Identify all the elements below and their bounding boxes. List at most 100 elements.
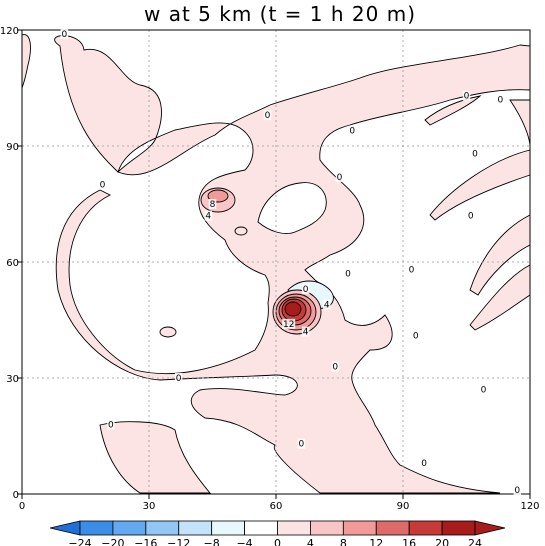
contour-label-bg (462, 90, 471, 101)
contour-label-bg (348, 125, 356, 136)
contour-label: 0 (413, 331, 419, 341)
contour-label: 0 (514, 486, 520, 496)
contour-label-bg (208, 199, 217, 209)
colorbar-box (211, 520, 245, 536)
x-axis: 0 30 60 90 120 (19, 494, 540, 512)
updraft-core-20 (284, 301, 302, 317)
contour-label-bg (60, 28, 69, 39)
chart-title: w at 5 km (t = 1 h 20 m) (144, 2, 416, 26)
contour-label: 0 (61, 30, 67, 40)
contour-label: 0 (349, 127, 355, 137)
colorbar-box (342, 520, 377, 536)
contour-label: 4 (303, 328, 309, 338)
grid-lines (22, 30, 530, 494)
contour-label-bg (174, 373, 183, 383)
colorbar-box (79, 520, 114, 536)
streak-6 (21, 34, 31, 89)
contour-fills (21, 34, 531, 494)
contour-label-bg (263, 110, 272, 121)
small-cell-upper (234, 226, 248, 236)
contour-label-bg (420, 458, 428, 469)
contour-label: 0 (421, 459, 427, 469)
contour-label: 0 (468, 212, 474, 222)
y-tick-label: 30 (6, 374, 19, 385)
x-tick-label: 120 (520, 501, 539, 512)
x-tick-label: 90 (397, 501, 410, 512)
y-tick-label: 0 (13, 490, 19, 501)
contour-label: 0 (409, 266, 415, 276)
colorbar-label: −4 (236, 537, 252, 546)
contour-label: 4 (205, 212, 211, 222)
contour-label-bg (282, 318, 296, 329)
contour-label: 4 (324, 301, 330, 311)
colorbar-label: 4 (307, 537, 314, 546)
colorbar-arrow-left (49, 520, 81, 536)
colorbar-box (408, 520, 443, 536)
colorbar-label: −16 (134, 537, 157, 546)
lower-left-region (99, 421, 211, 494)
contour-label-bg (466, 210, 475, 221)
contour-label-bg (344, 268, 352, 279)
contour-label: 0 (265, 111, 271, 121)
contour-label: 0 (176, 374, 182, 384)
contour-label-bg (98, 179, 107, 190)
contour-label: 0 (464, 92, 470, 102)
contour-label: 0 (472, 150, 478, 160)
streak-5 (509, 99, 531, 146)
contour-label-bg (331, 361, 340, 372)
y-axis: 0 30 60 90 120 (0, 26, 22, 501)
colorbar-label: 0 (274, 537, 281, 546)
contour-label: 0 (108, 420, 114, 430)
contour-label-bg (479, 384, 488, 395)
contour-label: 0 (337, 173, 343, 183)
x-tick-label: 60 (270, 501, 283, 512)
colorbar-label: 24 (468, 537, 482, 546)
colorbar-box (244, 520, 278, 536)
colorbar-box (441, 520, 476, 536)
colorbar-label: 20 (435, 537, 449, 546)
zero-hole-upper (257, 182, 327, 234)
contour-label-bg (107, 419, 115, 430)
colorbar-box (145, 520, 180, 536)
contour-label: 0 (299, 440, 305, 450)
colorbar-label: 12 (369, 537, 383, 546)
contour-label: 0 (100, 181, 106, 191)
colorbar-label: −8 (204, 537, 220, 546)
y-tick-label: 60 (6, 258, 19, 269)
y-tick-label: 90 (6, 142, 19, 153)
contour-labels: 0 0 0 0 0 0 0 0 0 0 0 0 0 0 0 0 0 0 0 0 8 4 4 12 4 (60, 28, 522, 496)
small-cell-left (159, 326, 177, 338)
colorbar-box (178, 520, 213, 536)
contour-label-bg (407, 264, 416, 275)
colorbar-label: 8 (340, 537, 347, 546)
colorbar-label: −12 (167, 537, 190, 546)
streak-4 (424, 95, 482, 126)
colorbar-box (277, 520, 311, 536)
contour-label-bg (301, 326, 310, 337)
contour-label-bg (301, 284, 310, 295)
contour-label: 0 (497, 96, 503, 106)
x-tick-label: 30 (143, 501, 156, 512)
colorbar-label: 16 (402, 537, 416, 546)
contour-label: 0 (481, 386, 487, 396)
contour-label-bg (496, 94, 505, 105)
colorbar-label: −24 (68, 537, 91, 546)
x-tick-label: 0 (19, 501, 25, 512)
y-tick-label: 120 (0, 26, 19, 37)
colorbar-box (310, 520, 344, 536)
colorbar-label: −20 (101, 537, 124, 546)
contour-label: 0 (345, 270, 351, 280)
contour-label: 12 (283, 320, 294, 330)
colorbar-box (375, 520, 410, 536)
streak-1 (429, 149, 531, 221)
colorbar-arrow-right (474, 520, 506, 536)
contour-label: 0 (332, 362, 338, 372)
contour-label-bg (471, 148, 479, 159)
contour-label-bg (297, 438, 306, 449)
contour-label: 8 (210, 200, 216, 210)
contour-label: 0 (303, 285, 309, 295)
contour-label-bg (204, 210, 213, 221)
positive-region-main (54, 35, 531, 494)
contour-label-bg (323, 299, 331, 310)
